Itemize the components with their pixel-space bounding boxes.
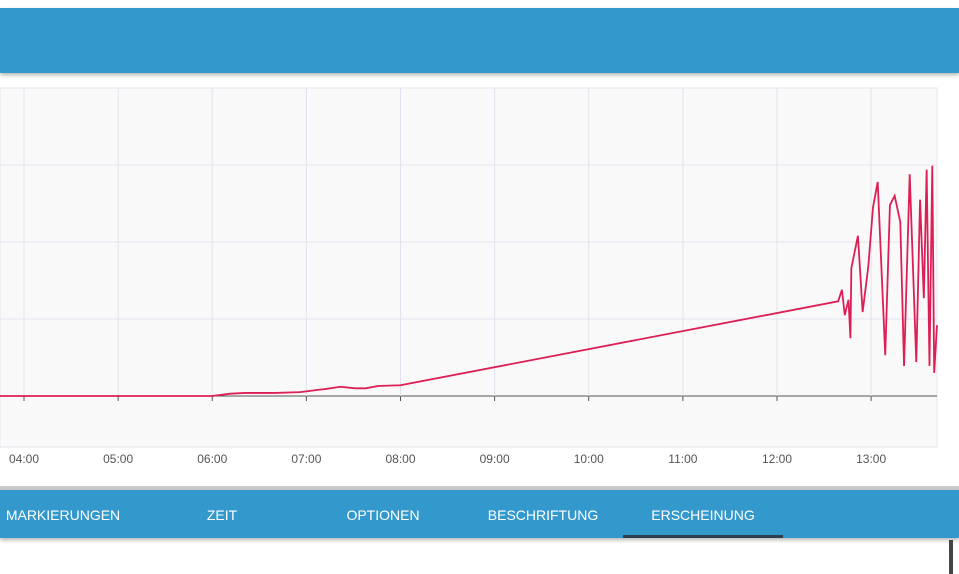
tab[interactable]: BESCHRIFTUNG (487, 507, 599, 523)
x-tick-label: 08:00 (385, 452, 415, 466)
separator (0, 486, 959, 490)
x-tick-label: 13:00 (856, 452, 886, 466)
x-tick-label: 07:00 (291, 452, 321, 466)
x-tick-label: 12:00 (762, 452, 792, 466)
top-bar (0, 8, 959, 73)
x-tick-label: 06:00 (197, 452, 227, 466)
tab-bar: MARKIERUNGEN ZEIT OPTIONEN BESCHRIFTUNG ERSC… (0, 490, 959, 538)
x-tick-label: 10:00 (574, 452, 604, 466)
tab[interactable]: MARKIERUNGEN (5, 507, 121, 523)
data-line (0, 165, 938, 397)
chart: 04:00 05:00 06:00 07:00 08:00 09:00 10:00 11:00… (0, 87, 938, 466)
scrollbar (949, 540, 953, 574)
tab[interactable]: ERSCHEINUNG (623, 490, 783, 538)
x-tick-label: 04:00 (9, 452, 39, 466)
x-tick-label: 05:00 (103, 452, 133, 466)
plot-area (0, 87, 938, 448)
x-tick-label: 09:00 (480, 452, 510, 466)
x-tick-label: 11:00 (668, 452, 697, 466)
tab[interactable]: ZEIT (206, 507, 238, 523)
tab[interactable]: OPTIONEN (346, 507, 420, 523)
